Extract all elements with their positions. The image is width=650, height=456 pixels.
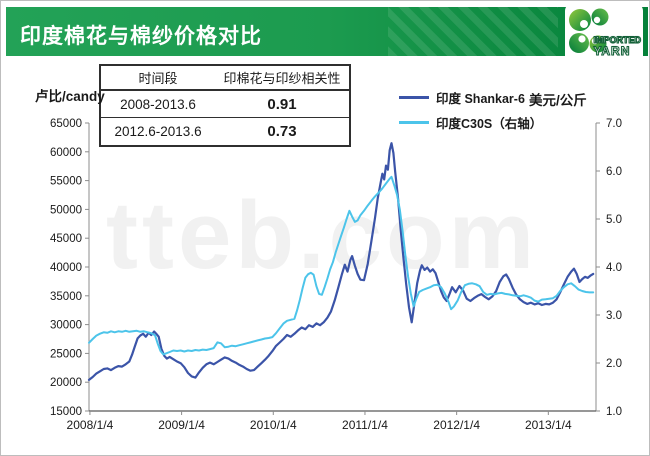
header-stripe-pattern xyxy=(388,7,558,56)
right-axis-tick-label: 3.0 xyxy=(606,310,622,322)
table-row-correlation: 0.91 xyxy=(215,91,349,118)
legend-item-shankar6: 印度 Shankar-6 xyxy=(399,85,542,110)
table-row-period: 2008-2013.6 xyxy=(101,91,216,118)
left-axis-tick-label: 55000 xyxy=(50,176,82,188)
left-axis-tick-label: 40000 xyxy=(50,262,82,274)
left-axis-tick-label: 30000 xyxy=(50,320,82,332)
left-axis-tick-label: 25000 xyxy=(50,348,82,360)
left-axis-unit-label: 卢比/candy xyxy=(35,89,105,104)
watermark: tteb.com xyxy=(106,182,539,289)
table-row-period: 2012.6-2013.6 xyxy=(114,124,202,139)
right-axis-tick-label: 1.0 xyxy=(606,406,622,418)
page-title: 印度棉花与棉纱价格对比 xyxy=(20,25,262,48)
chart-legend: 印度 Shankar-6 印度C30S（右轴） xyxy=(399,85,542,135)
c30s-line-swatch xyxy=(399,121,429,124)
logo-line-imported: IMPORTED xyxy=(593,35,642,45)
logo-wordmark: IMPORTED YARN xyxy=(593,35,642,58)
series-line-0 xyxy=(87,142,595,381)
left-axis-tick-label: 50000 xyxy=(50,204,82,216)
x-axis-tick-label: 2010/1/4 xyxy=(250,418,297,432)
logo-line-yarn: YARN xyxy=(593,44,631,58)
legend-label: 印度C30S（右轴） xyxy=(436,117,543,131)
left-axis-tick-label: 60000 xyxy=(50,147,82,159)
left-axis-tick-label: 65000 xyxy=(50,118,82,130)
table-header-correlation: 印棉花与印纱相关性 xyxy=(215,66,349,91)
legend-label: 印度 Shankar-6 xyxy=(436,92,525,106)
right-axis-tick-label: 4.0 xyxy=(606,262,622,274)
left-axis-tick-label: 15000 xyxy=(50,406,82,418)
right-axis-tick-label: 6.0 xyxy=(606,166,622,178)
x-axis-tick-label: 2012/1/4 xyxy=(433,418,480,432)
x-axis-tick-label: 2013/1/4 xyxy=(525,418,572,432)
imported-yarn-logo: IMPORTED YARN xyxy=(565,3,643,64)
legend-item-c30s: 印度C30S（右轴） xyxy=(399,110,542,135)
left-axis-tick-label: 20000 xyxy=(50,377,82,389)
right-axis-tick-label: 5.0 xyxy=(606,214,622,226)
right-axis-unit-label: 美元/公斤 xyxy=(529,93,587,108)
right-axis-tick-label: 7.0 xyxy=(606,118,622,130)
x-axis-tick-label: 2008/1/4 xyxy=(67,418,114,432)
left-axis-tick-label: 45000 xyxy=(50,233,82,245)
table-header-period: 时间段 xyxy=(101,66,216,91)
right-axis-tick-label: 2.0 xyxy=(606,358,622,370)
table-row-correlation: 0.73 xyxy=(267,123,297,140)
clover-logo-icon xyxy=(569,8,609,53)
x-axis-tick-label: 2009/1/4 xyxy=(158,418,205,432)
x-axis-tick-label: 2011/1/4 xyxy=(342,418,388,432)
shankar6-line-swatch xyxy=(399,96,429,99)
correlation-table: 时间段 印棉花与印纱相关性 2008-2013.6 0.91 2012.6-20… xyxy=(99,64,351,147)
title-bar: 印度棉花与棉纱价格对比 xyxy=(6,7,648,56)
left-axis-tick-label: 35000 xyxy=(50,291,82,303)
series-line-1 xyxy=(88,175,595,356)
